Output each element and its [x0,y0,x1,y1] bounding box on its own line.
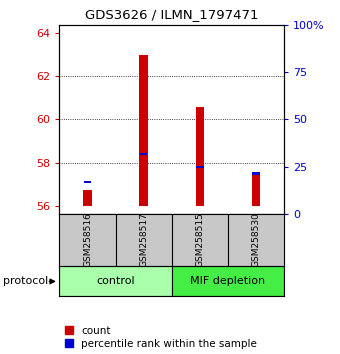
Bar [196,166,204,168]
Bar [84,181,91,183]
Text: protocol: protocol [3,276,49,286]
Title: GDS3626 / ILMN_1797471: GDS3626 / ILMN_1797471 [85,8,258,21]
Text: GSM258515: GSM258515 [195,212,204,267]
Bar [139,55,148,206]
Bar [59,266,172,296]
Bar [252,176,260,206]
Bar [83,190,92,206]
Text: GSM258517: GSM258517 [139,212,148,267]
Text: GSM258516: GSM258516 [83,212,92,267]
Text: control: control [96,275,135,286]
Bar [140,153,148,155]
Legend: count, percentile rank within the sample: count, percentile rank within the sample [65,326,257,349]
Bar [195,107,204,206]
Bar [252,172,260,175]
Text: GSM258530: GSM258530 [251,212,260,267]
Bar [172,266,284,296]
Text: MIF depletion: MIF depletion [190,275,265,286]
